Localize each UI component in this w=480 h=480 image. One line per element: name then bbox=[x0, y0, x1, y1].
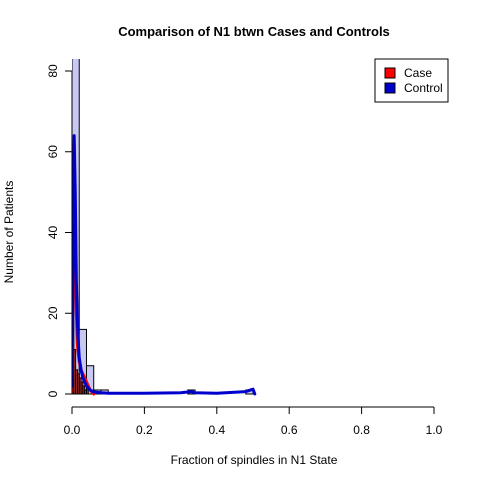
y-tick-label-4: 80 bbox=[46, 64, 60, 78]
chart-title: Comparison of N1 btwn Cases and Controls bbox=[118, 24, 390, 39]
x-tick-label-0: 0.0 bbox=[64, 423, 81, 437]
series-line-control bbox=[72, 134, 257, 396]
y-tick-label-1: 20 bbox=[46, 306, 60, 320]
plot-area bbox=[72, 59, 257, 396]
y-tick-label-3: 60 bbox=[46, 145, 60, 159]
legend-label-control: Control bbox=[404, 81, 443, 95]
histogram-1-bar-8 bbox=[85, 389, 89, 395]
x-tick-label-1: 0.2 bbox=[136, 423, 153, 437]
legend-swatch-case bbox=[384, 67, 396, 79]
y-tick-label-0: 0 bbox=[46, 390, 60, 397]
y-tick-label-2: 40 bbox=[46, 226, 60, 240]
legend-swatch-control bbox=[384, 82, 396, 94]
y-axis: 0 20 40 60 80 bbox=[46, 64, 73, 397]
x-tick-label-2: 0.4 bbox=[208, 423, 225, 437]
legend-box bbox=[374, 58, 449, 103]
x-tick-label-4: 0.8 bbox=[353, 423, 370, 437]
y-axis-label: Number of Patients bbox=[2, 181, 16, 284]
x-axis-label: Fraction of spindles in N1 State bbox=[171, 453, 338, 467]
x-tick-label-5: 1.0 bbox=[426, 423, 443, 437]
legend-label-case: Case bbox=[404, 66, 432, 80]
x-tick-label-3: 0.6 bbox=[281, 423, 298, 437]
x-axis: 0.0 0.2 0.4 0.6 0.8 1.0 bbox=[64, 406, 443, 437]
